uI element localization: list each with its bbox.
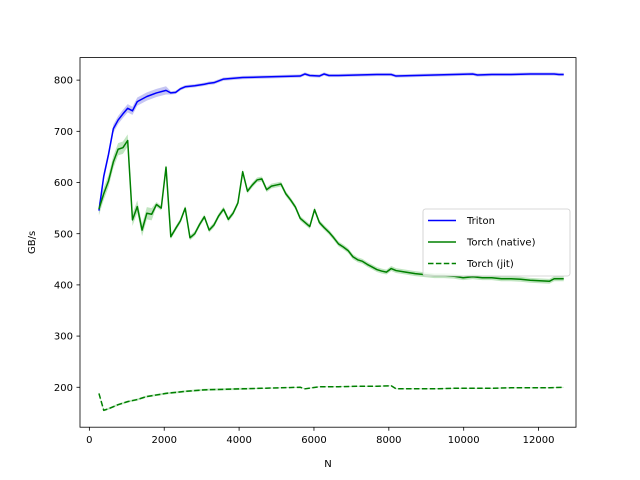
- x-tick-label: 4000: [226, 435, 251, 446]
- legend-label-triton: Triton: [466, 216, 495, 227]
- x-tick-label: 10000: [448, 435, 480, 446]
- y-tick-label: 500: [54, 229, 73, 240]
- x-tick-label: 12000: [523, 435, 555, 446]
- plot-frame: [79, 57, 577, 428]
- line-triton: [98, 73, 564, 211]
- legend-box: [422, 208, 571, 277]
- x-tick-label: 6000: [301, 435, 326, 446]
- y-axis-ticks: 200 300 400 500 600 700 800: [54, 76, 80, 394]
- x-tick-label: 2000: [151, 435, 176, 446]
- legend-label-torch-jit: Torch (jit): [466, 259, 514, 270]
- x-axis-ticks: 0 2000 4000 6000 8000 10000 12000: [86, 427, 554, 446]
- y-tick-label: 700: [54, 127, 73, 138]
- legend-label-torch-native: Torch (native): [466, 238, 536, 249]
- y-tick-label: 400: [54, 280, 73, 291]
- y-tick-label: 600: [54, 178, 73, 189]
- y-axis-label: GB/s: [27, 231, 38, 254]
- legend: Triton Torch (native) Torch (jit): [422, 208, 571, 277]
- line-torch-jit: [98, 384, 564, 412]
- x-tick-label: 0: [86, 435, 92, 446]
- y-tick-label: 200: [54, 383, 73, 394]
- x-axis-label: N: [324, 459, 331, 470]
- x-tick-label: 8000: [376, 435, 401, 446]
- y-tick-label: 300: [54, 332, 73, 343]
- y-tick-label: 800: [54, 76, 73, 87]
